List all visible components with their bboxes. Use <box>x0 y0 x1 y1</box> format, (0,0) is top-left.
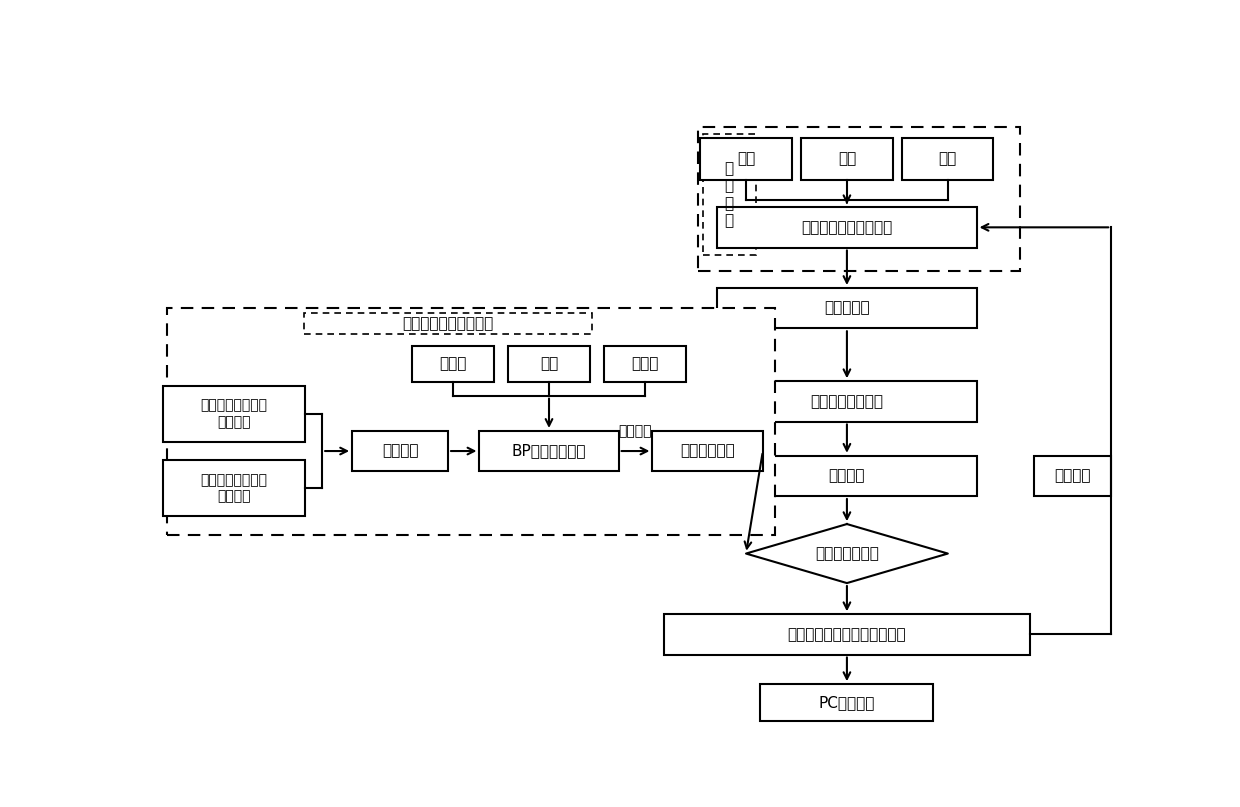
Text: 拱底: 拱底 <box>737 152 755 166</box>
Text: 接缝防水人工智能算法: 接缝防水人工智能算法 <box>403 316 494 331</box>
Text: 输入层: 输入层 <box>439 357 466 371</box>
Text: 隐层: 隐层 <box>539 357 558 371</box>
Text: 接缝张开量与防水
能力试验: 接缝张开量与防水 能力试验 <box>201 399 268 429</box>
Bar <box>304 313 593 334</box>
Bar <box>480 431 619 471</box>
Text: 移动式数据接收器: 移动式数据接收器 <box>811 394 883 409</box>
Bar <box>717 207 977 248</box>
Text: 拱腰: 拱腰 <box>939 152 957 166</box>
Text: 监测数据: 监测数据 <box>828 468 866 483</box>
Bar <box>703 134 755 255</box>
Text: 反射式光纤位移传感器: 反射式光纤位移传感器 <box>801 220 893 235</box>
Text: 数据采集器: 数据采集器 <box>825 301 869 316</box>
Bar <box>508 346 590 382</box>
Bar <box>801 138 893 180</box>
Text: 治理措施: 治理措施 <box>1054 468 1091 483</box>
Text: 数据诊断与分析: 数据诊断与分析 <box>815 546 879 561</box>
Bar <box>717 288 977 328</box>
Bar <box>701 138 791 180</box>
Bar <box>717 381 977 421</box>
Text: 监督学习: 监督学习 <box>619 424 652 439</box>
Bar <box>652 431 763 471</box>
Bar <box>698 127 1019 271</box>
Text: 拱顶: 拱顶 <box>838 152 856 166</box>
Bar <box>352 431 448 471</box>
Bar <box>162 386 305 441</box>
Bar <box>412 346 494 382</box>
Text: 神经网络模型: 神经网络模型 <box>681 444 735 458</box>
Bar <box>717 456 977 496</box>
Text: BP神经网络算法: BP神经网络算法 <box>512 444 587 458</box>
Text: 试验数据: 试验数据 <box>382 444 418 458</box>
Bar <box>665 614 1029 654</box>
Text: 输出层: 输出层 <box>631 357 658 371</box>
Bar <box>604 346 686 382</box>
Bar <box>903 138 993 180</box>
Bar <box>166 308 775 535</box>
Text: 数
据
监
测: 数 据 监 测 <box>724 161 734 228</box>
Text: 管片接缝防水能力预测与预警: 管片接缝防水能力预测与预警 <box>787 627 906 642</box>
Text: 接缝错台量与防水
能力试验: 接缝错台量与防水 能力试验 <box>201 473 268 504</box>
Bar <box>1034 456 1111 496</box>
Bar <box>760 684 934 721</box>
Bar <box>162 460 305 516</box>
Text: PC端可视化: PC端可视化 <box>818 695 875 710</box>
